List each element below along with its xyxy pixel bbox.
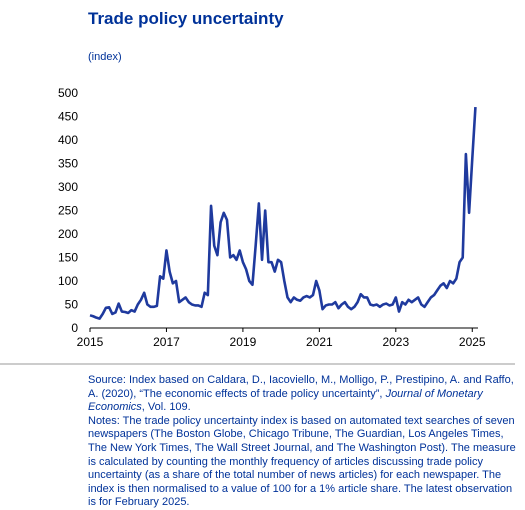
y-axis-label: (index) (88, 51, 122, 63)
y-tick-label: 450 (58, 110, 78, 124)
y-tick-label: 500 (58, 86, 78, 100)
series-line (89, 107, 477, 320)
y-tick-label: 300 (58, 180, 78, 194)
source-text: Source: Index based on Caldara, D., Iaco… (88, 374, 514, 400)
y-tick-label: 0 (71, 321, 78, 335)
x-tick-label: 2023 (382, 335, 409, 349)
chart: Trade policy uncertainty (index) 0 50 100 1… (0, 9, 515, 365)
notes: Source: Index based on Caldara, D., Iaco… (88, 374, 518, 510)
y-tick-label: 400 (58, 133, 78, 147)
notes-text: Notes: The trade policy uncertainty inde… (88, 414, 516, 509)
y-tick-label: 150 (58, 251, 78, 265)
chart-title: Trade policy uncertainty (88, 9, 284, 28)
x-tick-label: 2015 (77, 335, 104, 349)
source: Source: Index based on Caldara, D., Iaco… (88, 374, 518, 415)
x-tick-label: 2017 (153, 335, 180, 349)
y-tick-label: 250 (58, 204, 78, 218)
source-end: , Vol. 109. (141, 401, 191, 414)
y-tick-label: 200 (58, 227, 78, 241)
x-tick-label: 2019 (230, 335, 257, 349)
y-tick-label: 350 (58, 157, 78, 171)
y-tick-label: 50 (65, 298, 79, 312)
x-tick-label: 2021 (306, 335, 333, 349)
source-journal: Journal of Monetary Economics (88, 387, 483, 414)
y-tick-label: 100 (58, 274, 78, 288)
x-tick-label: 2025 (459, 335, 486, 349)
